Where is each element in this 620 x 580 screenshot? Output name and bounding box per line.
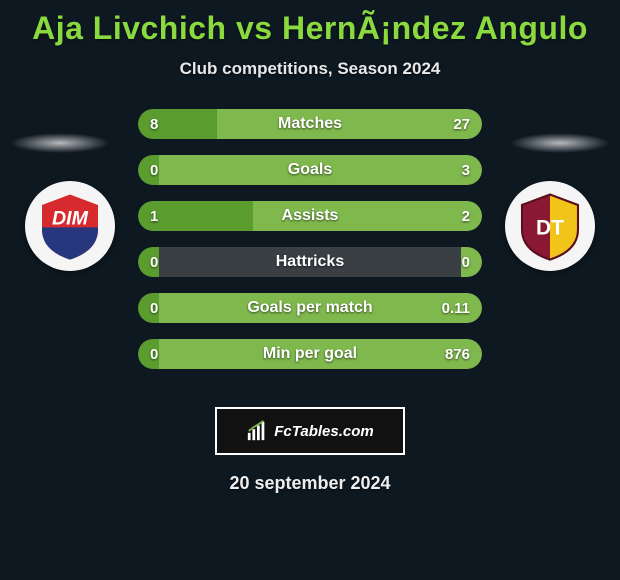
player-shadow-right [510,133,610,153]
comparison-panel: DIM DT 827Matches 03Goals 12Assists 00Hattr… [0,109,620,389]
subtitle: Club competitions, Season 2024 [0,59,620,79]
stat-row: 0876Min per goal [138,339,482,369]
brand-label: FcTables.com [274,423,373,440]
page-title: Aja Livchich vs HernÃ¡ndez Angulo [0,0,620,47]
date-label: 20 september 2024 [0,473,620,494]
stat-row: 827Matches [138,109,482,139]
stat-label: Assists [138,201,482,231]
stat-label: Min per goal [138,339,482,369]
stat-label: Hattricks [138,247,482,277]
brand-box: FcTables.com [215,407,405,455]
stat-label: Goals per match [138,293,482,323]
stat-row: 12Assists [138,201,482,231]
stat-label: Goals [138,155,482,185]
stat-row: 00Hattricks [138,247,482,277]
shield-icon: DIM [35,191,105,261]
chart-icon [246,420,268,442]
stat-label: Matches [138,109,482,139]
stat-row: 00.11Goals per match [138,293,482,323]
shield-icon: DT [515,191,585,261]
team-badge-right: DT [505,181,595,271]
stat-bar-list: 827Matches 03Goals 12Assists 00Hattricks 00.… [138,109,482,385]
badge-right-text: DT [536,216,564,239]
badge-left-text: DIM [52,208,89,230]
team-badge-left: DIM [25,181,115,271]
player-shadow-left [10,133,110,153]
stat-row: 03Goals [138,155,482,185]
